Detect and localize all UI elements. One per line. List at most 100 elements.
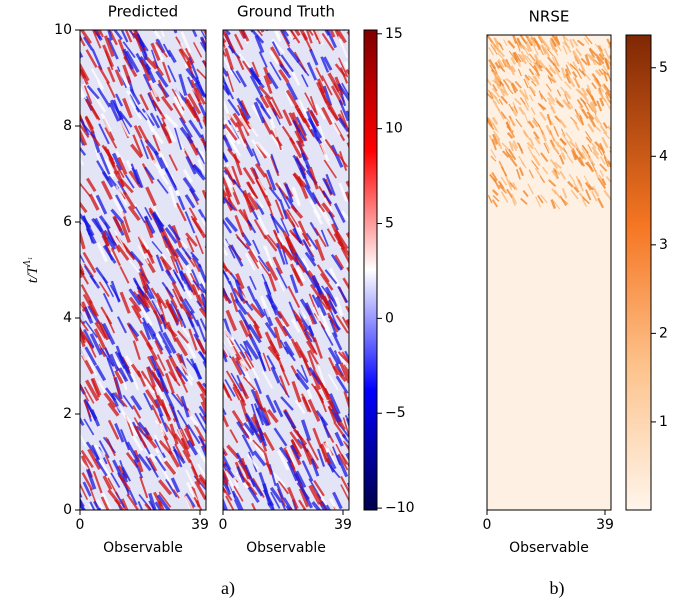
heatmap-texture [493, 77, 501, 90]
heatmap-texture [585, 88, 595, 101]
heatmap-texture [553, 189, 561, 199]
heatmap-texture [597, 45, 604, 52]
caption: b) [550, 578, 565, 599]
heatmap-texture [80, 344, 81, 345]
heatmap-texture [137, 421, 150, 436]
heatmap-texture [523, 103, 530, 111]
heatmap-texture [493, 95, 501, 105]
heatmap-texture [526, 37, 534, 44]
heatmap-texture [119, 119, 130, 137]
heatmap-texture [223, 462, 235, 479]
heatmap-texture [501, 142, 509, 150]
heatmap-texture [266, 233, 279, 249]
heatmap-texture [355, 465, 364, 480]
heatmap-texture [568, 140, 577, 149]
heatmap-texture [599, 97, 605, 107]
heatmap-texture [590, 190, 598, 202]
heatmap-texture [294, 105, 307, 122]
heatmap-texture [348, 449, 349, 452]
heatmap-texture [80, 502, 87, 510]
heatmap-texture [165, 298, 178, 322]
heatmap-texture [157, 169, 170, 186]
heatmap-texture [165, 479, 178, 498]
heatmap-texture [80, 60, 82, 65]
heatmap-texture [64, 245, 73, 261]
heatmap-texture [60, 442, 67, 458]
heatmap-texture [199, 318, 206, 333]
heatmap-texture [95, 194, 108, 215]
y-tick-label: 10 [54, 22, 72, 38]
heatmap-texture [500, 191, 509, 203]
heatmap-texture [588, 184, 594, 191]
heatmap-texture [68, 482, 77, 501]
heatmap-texture [168, 154, 179, 171]
heatmap-texture [518, 89, 528, 100]
heatmap-texture [133, 291, 147, 308]
heatmap-texture [274, 199, 285, 220]
heatmap-texture [571, 38, 579, 47]
heatmap-texture [113, 30, 123, 41]
heatmap-texture [328, 267, 341, 288]
heatmap-texture [327, 346, 341, 365]
heatmap-texture [532, 120, 539, 127]
heatmap-texture [295, 470, 307, 488]
heatmap-texture [98, 440, 110, 459]
heatmap-texture [498, 98, 504, 105]
heatmap-texture [548, 97, 556, 106]
heatmap-texture [567, 61, 574, 70]
heatmap-texture [236, 55, 245, 71]
heatmap-texture [597, 89, 605, 101]
heatmap-texture [210, 127, 222, 144]
heatmap-texture [588, 47, 598, 57]
heatmap-texture [66, 469, 75, 487]
heatmap-texture [229, 67, 242, 84]
heatmap-texture [72, 96, 78, 112]
heatmap-texture [80, 50, 84, 59]
heatmap-texture [223, 338, 224, 341]
heatmap-texture [171, 88, 185, 111]
heatmap-texture [534, 147, 541, 157]
heatmap-texture [185, 98, 201, 123]
heatmap-texture [273, 427, 288, 447]
heatmap-texture [491, 189, 499, 196]
heatmap-texture [550, 106, 557, 114]
heatmap-texture [169, 423, 179, 445]
heatmap-texture [296, 60, 310, 77]
heatmap-texture [512, 140, 519, 149]
heatmap-texture [310, 458, 320, 477]
heatmap-texture [208, 438, 216, 455]
heatmap-texture [297, 123, 308, 142]
heatmap-texture [495, 73, 502, 81]
heatmap-texture [252, 439, 266, 454]
heatmap-texture [491, 42, 497, 51]
heatmap-texture [491, 98, 498, 105]
heatmap-texture [96, 242, 108, 263]
heatmap-texture [296, 517, 305, 534]
heatmap-texture [242, 167, 256, 185]
heatmap-texture [80, 433, 87, 447]
heatmap-texture [106, 518, 116, 536]
heatmap-texture [90, 409, 101, 427]
heatmap-texture [96, 87, 111, 108]
heatmap-texture [199, 283, 206, 296]
heatmap-texture [351, 87, 357, 100]
heatmap-texture [290, 444, 301, 460]
heatmap-texture [253, 299, 266, 317]
heatmap-texture [347, 413, 349, 418]
heatmap-texture [131, 167, 140, 185]
heatmap-texture [258, 85, 272, 101]
heatmap-texture [164, 113, 179, 129]
heatmap-texture [516, 142, 523, 151]
heatmap-texture [251, 148, 261, 167]
heatmap-texture [512, 51, 519, 63]
heatmap-texture [94, 364, 107, 382]
heatmap-texture [242, 189, 254, 213]
heatmap-texture [287, 486, 299, 510]
heatmap-texture [594, 116, 600, 124]
heatmap-texture [299, 298, 313, 316]
heatmap-texture [223, 163, 225, 168]
heatmap-texture [554, 67, 559, 75]
heatmap-texture [211, 235, 221, 250]
heatmap-texture [500, 111, 507, 120]
heatmap-texture [215, 284, 222, 300]
